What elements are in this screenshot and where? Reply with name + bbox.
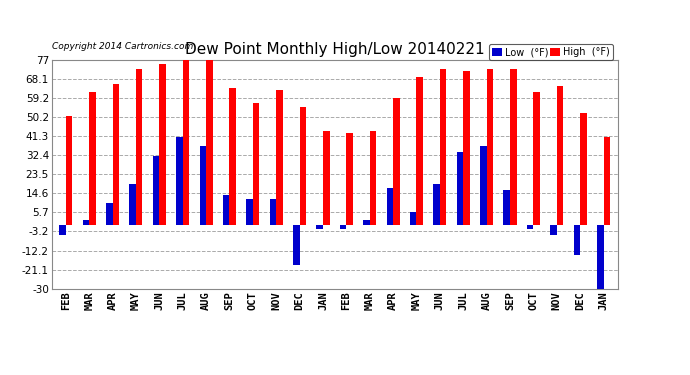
Bar xyxy=(106,203,112,225)
Bar xyxy=(323,130,330,225)
Bar xyxy=(299,107,306,225)
Bar xyxy=(339,225,346,229)
Bar xyxy=(83,220,89,225)
Bar xyxy=(152,156,159,225)
Title: Dew Point Monthly High/Low 20140221: Dew Point Monthly High/Low 20140221 xyxy=(185,42,484,57)
Bar xyxy=(480,146,486,225)
Bar xyxy=(159,64,166,225)
Legend: Low  (°F), High  (°F): Low (°F), High (°F) xyxy=(489,44,613,60)
Bar xyxy=(463,71,470,225)
Bar xyxy=(136,69,142,225)
Bar xyxy=(246,199,253,225)
Bar xyxy=(604,137,610,225)
Bar xyxy=(199,146,206,225)
Bar xyxy=(386,188,393,225)
Bar xyxy=(370,130,376,225)
Bar xyxy=(317,225,323,229)
Bar xyxy=(270,199,276,225)
Bar xyxy=(440,69,446,225)
Bar xyxy=(580,114,586,225)
Bar xyxy=(89,92,96,225)
Bar xyxy=(410,212,417,225)
Bar xyxy=(276,90,283,225)
Bar xyxy=(510,69,517,225)
Text: Copyright 2014 Cartronics.com: Copyright 2014 Cartronics.com xyxy=(52,42,193,51)
Bar xyxy=(253,103,259,225)
Bar xyxy=(293,225,299,265)
Bar xyxy=(527,225,533,229)
Bar xyxy=(533,92,540,225)
Bar xyxy=(66,116,72,225)
Bar xyxy=(550,225,557,235)
Bar xyxy=(557,86,563,225)
Bar xyxy=(129,184,136,225)
Bar xyxy=(486,69,493,225)
Bar xyxy=(597,225,604,289)
Bar xyxy=(223,195,230,225)
Bar xyxy=(206,60,213,225)
Bar xyxy=(230,88,236,225)
Bar xyxy=(176,137,183,225)
Bar xyxy=(393,99,400,225)
Bar xyxy=(417,77,423,225)
Bar xyxy=(573,225,580,255)
Bar xyxy=(457,152,463,225)
Bar xyxy=(346,133,353,225)
Bar xyxy=(183,60,189,225)
Bar xyxy=(363,220,370,225)
Bar xyxy=(112,84,119,225)
Bar xyxy=(504,190,510,225)
Bar xyxy=(59,225,66,235)
Bar xyxy=(433,184,440,225)
